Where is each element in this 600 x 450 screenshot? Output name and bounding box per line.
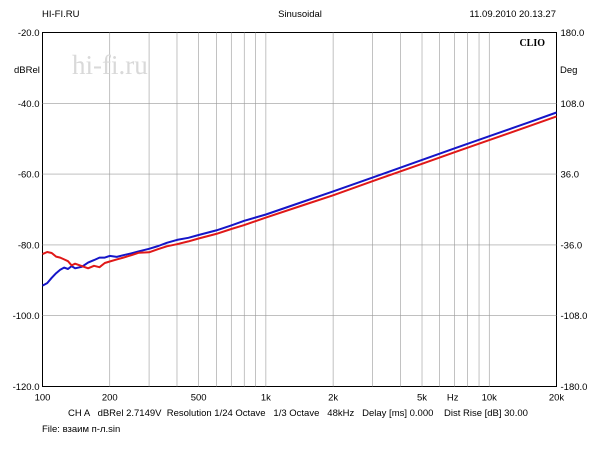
y-tick-label-left: -100.0 <box>13 311 40 322</box>
y-tick-label-right: 108.0 <box>561 99 585 110</box>
y-axis-left-ticks: -20.0 -40.0 -60.0 -80.0 -100.0 -120.0 <box>13 28 40 393</box>
plot-area <box>42 32 557 387</box>
chart-title: Sinusoidal <box>278 9 322 20</box>
y-axis-right-ticks: 180.0 108.0 36.0 -36.0 -108.0 -180.0 <box>561 28 588 393</box>
watermark-logo: hi-fi.ru <box>72 50 148 80</box>
series-line-red <box>42 115 557 270</box>
x-tick-label: 5k <box>417 393 427 404</box>
brand-label: CLIO <box>519 38 545 49</box>
header-left-label: HI-FI.RU <box>42 9 80 20</box>
x-axis-unit-label: Hz <box>447 393 459 404</box>
y-tick-label-right: -36.0 <box>561 240 583 251</box>
data-series <box>42 111 557 287</box>
measurement-settings: CH A dBRel 2.7149V Resolution 1/24 Octav… <box>68 408 528 419</box>
x-tick-label: 2k <box>328 393 338 404</box>
header-timestamp: 11.09.2010 20.13.27 <box>469 9 556 20</box>
y-tick-label-left: -80.0 <box>18 240 40 251</box>
y-axis-left-label: dBRel <box>14 65 40 76</box>
grid-lines <box>42 32 557 387</box>
y-axis-right-label: Deg <box>560 65 577 76</box>
y-tick-label-right: -180.0 <box>561 382 588 393</box>
x-tick-label: 200 <box>102 393 118 404</box>
y-tick-label-left: -60.0 <box>18 170 40 181</box>
x-tick-label: 10k <box>482 393 498 404</box>
x-axis-ticks: 100 200 500 1k 2k 5k 10k 20k <box>35 393 565 404</box>
x-tick-label: 1k <box>261 393 271 404</box>
x-tick-label: 500 <box>191 393 207 404</box>
y-tick-label-left: -40.0 <box>18 99 40 110</box>
y-tick-label-right: 180.0 <box>561 28 585 39</box>
y-tick-label-left: -20.0 <box>18 28 40 39</box>
x-tick-label: 100 <box>35 393 51 404</box>
y-tick-label-right: 36.0 <box>561 170 580 181</box>
y-tick-label-right: -108.0 <box>561 311 588 322</box>
x-tick-label: 20k <box>549 393 565 404</box>
file-name: File: взаим п-л.sin <box>42 424 121 435</box>
series-line-blue <box>42 111 557 287</box>
y-tick-label-left: -120.0 <box>13 382 40 393</box>
